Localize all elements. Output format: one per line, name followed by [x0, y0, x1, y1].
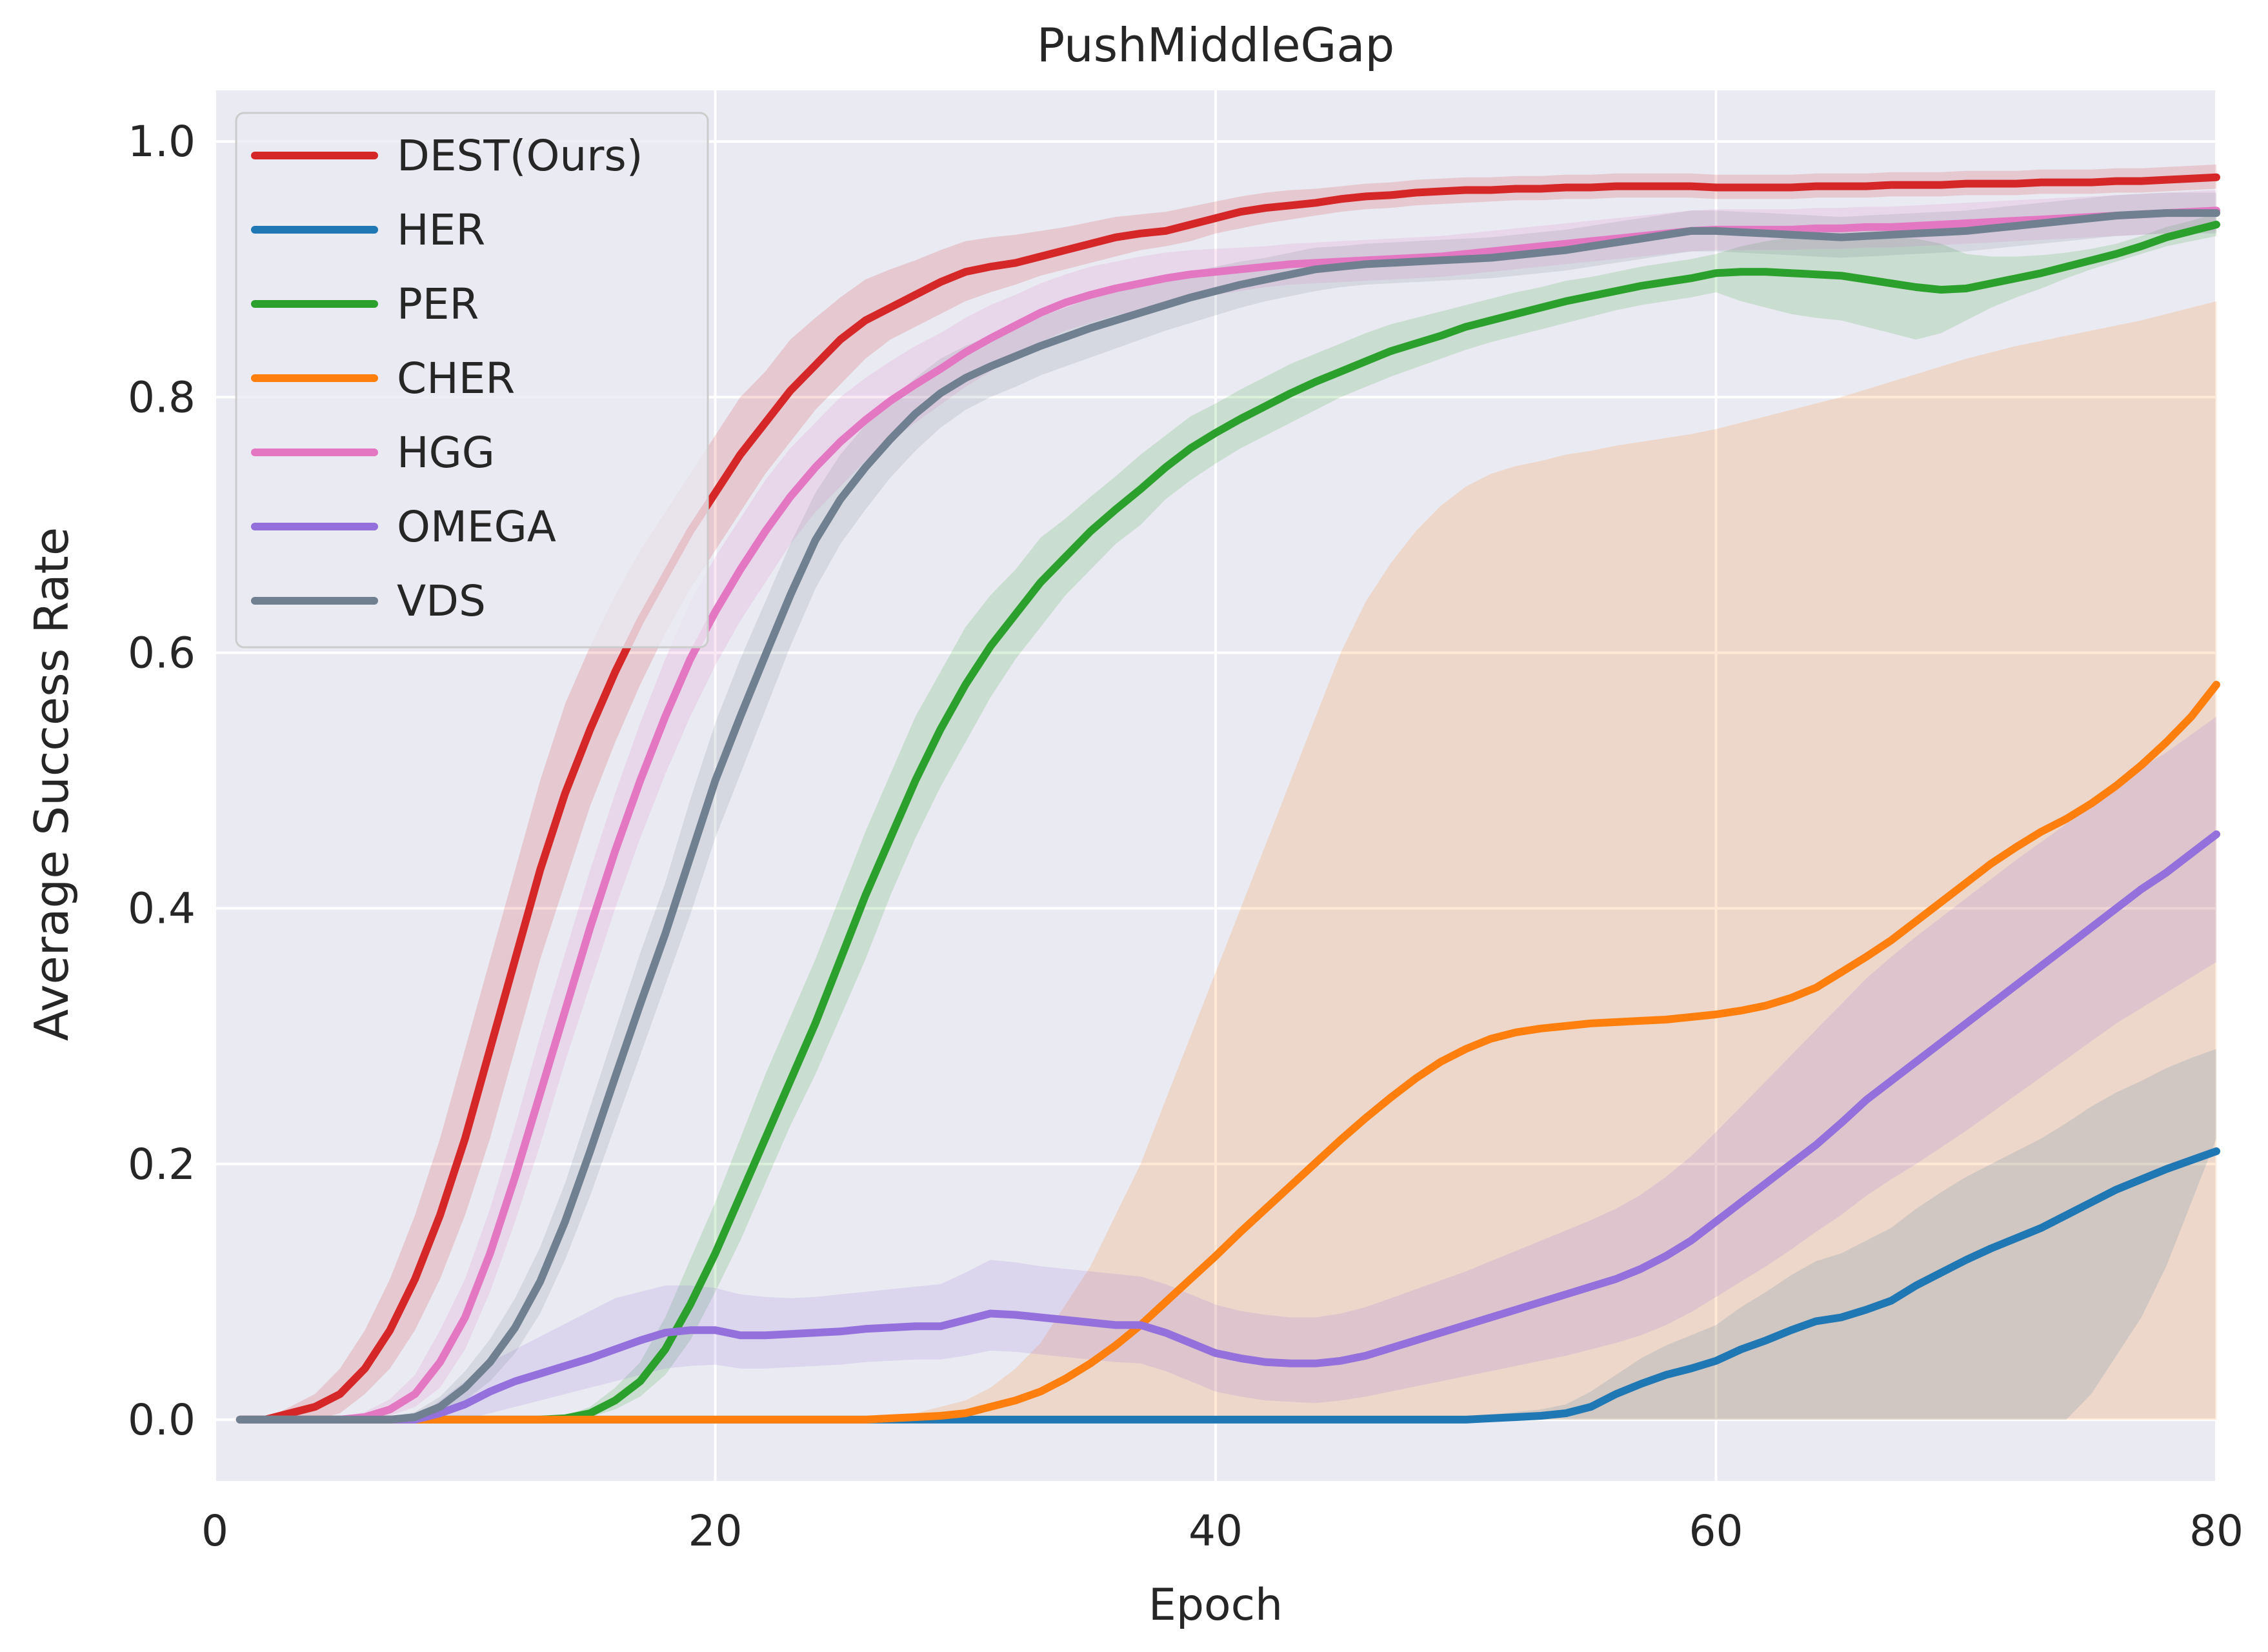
legend-frame	[235, 112, 709, 649]
legend-label-per: PER	[397, 279, 479, 329]
her-band	[239, 1049, 2216, 1420]
legend-label-hgg: HGG	[397, 428, 495, 478]
x-axis-label: Epoch	[1149, 1580, 1283, 1631]
y-tick-label: 0.0	[128, 1395, 196, 1445]
x-tick-label: 0	[201, 1506, 228, 1556]
legend-label-vds: VDS	[397, 576, 486, 626]
x-tick-label: 60	[1689, 1506, 1743, 1556]
x-tick-label: 80	[2189, 1506, 2243, 1556]
y-axis-label: Average Success Rate	[25, 527, 79, 1041]
x-tick-labels: 0 20 40 60 80	[201, 1506, 2243, 1556]
vds-line	[236, 209, 2220, 1424]
y-tick-labels: 0.0 0.2 0.4 0.6 0.8 1.0	[128, 117, 196, 1445]
legend-label-her: HER	[397, 205, 485, 255]
cher-line	[236, 681, 2220, 1424]
omega-line	[236, 830, 2220, 1424]
legend-label-omega: OMEGA	[397, 502, 556, 552]
y-tick-label: 0.2	[128, 1140, 196, 1189]
dest-ours-line	[236, 173, 2220, 1424]
chart-title: PushMiddleGap	[1037, 18, 1394, 72]
dest-ours-band	[239, 164, 2216, 1420]
x-tick-label: 40	[1189, 1506, 1243, 1556]
y-tick-label: 0.4	[128, 884, 196, 934]
hgg-line	[236, 206, 2220, 1424]
y-tick-label: 1.0	[128, 117, 196, 166]
omega-band	[239, 716, 2216, 1420]
legend-label-cher: CHER	[397, 354, 515, 403]
y-tick-label: 0.8	[128, 372, 196, 422]
per-band	[239, 213, 2216, 1420]
x-tick-label: 20	[688, 1506, 743, 1556]
series-lines	[236, 173, 2220, 1424]
legend-label-dest-ours: DEST(Ours)	[397, 131, 643, 181]
cher-band	[239, 301, 2216, 1420]
legend: DEST(Ours) HER PER CHER HGG OMEGA VDS	[235, 112, 709, 649]
y-tick-label: 0.6	[128, 629, 196, 678]
